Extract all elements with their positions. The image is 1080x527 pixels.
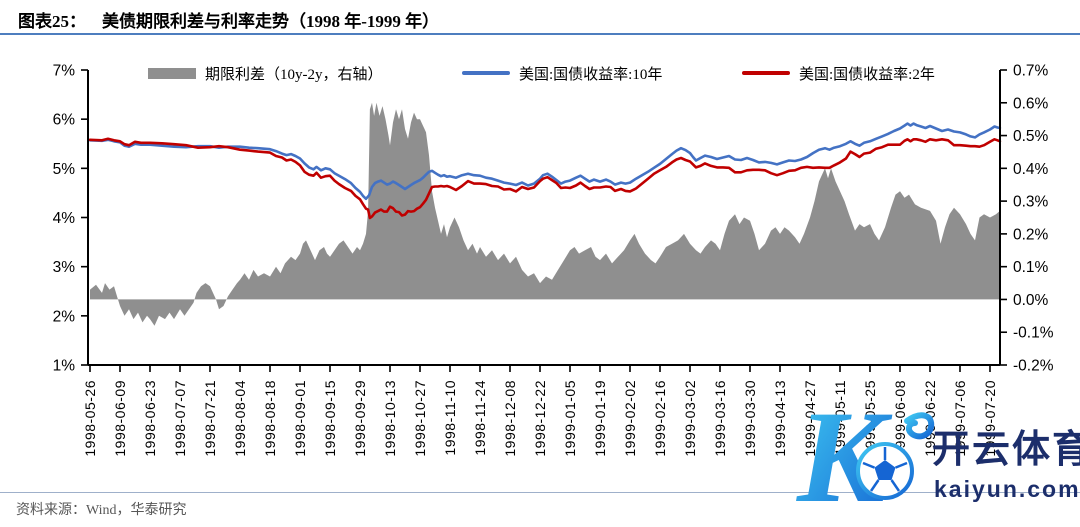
x-axis-label: 1998-08-18 — [262, 380, 278, 457]
y-axis-left-label: 2% — [53, 308, 76, 325]
x-axis-label: 1998-09-29 — [352, 380, 368, 457]
source-text: 资料来源：Wind，华泰研究 — [16, 503, 187, 518]
y-axis-left-label: 7% — [53, 63, 76, 80]
yield-line-series-1 — [88, 137, 1002, 220]
x-axis-label: 1999-03-02 — [682, 380, 698, 457]
y-axis-right-label: 0.0% — [1013, 292, 1049, 309]
x-axis-label: 1998-09-01 — [292, 380, 308, 457]
figure-title-text: 美债期限利差与利率走势（1998 年-1999 年） — [102, 12, 440, 31]
x-axis-label: 1999-05-25 — [862, 380, 878, 457]
x-axis-label: 1998-06-23 — [142, 380, 158, 457]
y-axis-left-label: 3% — [53, 259, 76, 276]
legend-label-2y: 美国:国债收益率:2年 — [799, 66, 935, 83]
x-axis-label: 1999-06-08 — [892, 380, 908, 457]
y-axis-right-label: 0.3% — [1013, 194, 1049, 211]
x-axis-label: 1999-03-16 — [712, 380, 728, 457]
legend-item-spread: 期限利差（10y-2y，右轴） — [148, 63, 383, 83]
title-underline — [0, 33, 1080, 35]
y-axis-right-label: -0.2% — [1013, 358, 1054, 375]
x-axis-label: 1999-07-20 — [982, 380, 998, 457]
page-title: 图表25： 美债期限利差与利率走势（1998 年-1999 年） — [18, 7, 439, 32]
x-axis-label: 1998-10-13 — [382, 380, 398, 457]
x-axis-label: 1999-02-02 — [622, 380, 638, 457]
x-axis-label: 1998-08-04 — [232, 380, 248, 457]
x-axis-label: 1999-01-19 — [592, 380, 608, 457]
x-axis-label: 1998-09-15 — [322, 380, 338, 457]
y-axis-right-label: 0.7% — [1013, 63, 1049, 80]
x-axis-label: 1998-11-24 — [472, 380, 488, 456]
y-axis-left-label: 1% — [53, 358, 76, 375]
spread-area-swatch — [148, 67, 196, 79]
x-axis-label: 1999-02-16 — [652, 380, 668, 457]
y-axis-right-label: 0.6% — [1013, 95, 1049, 112]
x-axis-label: 1999-06-22 — [922, 380, 938, 457]
x-axis-label: 1999-03-30 — [742, 380, 758, 457]
x-axis-label: 1998-07-21 — [202, 380, 218, 457]
legend-item-2y: 美国:国债收益率:2年 — [742, 63, 935, 83]
x-axis-label: 1999-05-11 — [832, 380, 848, 456]
y-axis-left-label: 6% — [53, 112, 76, 129]
x-axis-label: 1998-12-22 — [532, 380, 548, 457]
line-2y-swatch — [742, 71, 790, 75]
legend-label-spread: 期限利差（10y-2y，右轴） — [205, 66, 383, 83]
x-axis-label: 1999-01-05 — [562, 380, 578, 457]
x-axis-label: 1998-06-09 — [112, 380, 128, 457]
yield-line-series-0 — [88, 122, 1002, 201]
legend-item-10y: 美国:国债收益率:10年 — [462, 63, 662, 83]
x-axis-label: 1998-05-26 — [82, 380, 98, 457]
x-axis-label: 1999-04-27 — [802, 380, 818, 457]
x-axis-label: 1998-10-27 — [412, 380, 428, 457]
source-divider — [0, 492, 1080, 493]
y-axis-left-label: 5% — [53, 161, 76, 178]
y-axis-right-label: 0.4% — [1013, 161, 1049, 178]
x-axis-label: 1998-07-07 — [172, 380, 188, 457]
y-axis-left-label: 4% — [53, 210, 76, 227]
spread-area-series — [90, 102, 1000, 326]
x-axis-label: 1998-11-10 — [442, 380, 458, 456]
x-axis-label: 1999-07-06 — [952, 380, 968, 457]
legend-label-10y: 美国:国债收益率:10年 — [519, 66, 663, 83]
line-10y-swatch — [462, 71, 510, 75]
figure-number: 图表25： — [18, 12, 86, 31]
y-axis-right-label: -0.1% — [1013, 325, 1054, 342]
x-axis-label: 1999-04-13 — [772, 380, 788, 457]
y-axis-right-label: 0.2% — [1013, 226, 1049, 243]
y-axis-right-label: 0.5% — [1013, 128, 1049, 145]
y-axis-right-label: 0.1% — [1013, 259, 1049, 276]
x-axis-label: 1998-12-08 — [502, 380, 518, 457]
